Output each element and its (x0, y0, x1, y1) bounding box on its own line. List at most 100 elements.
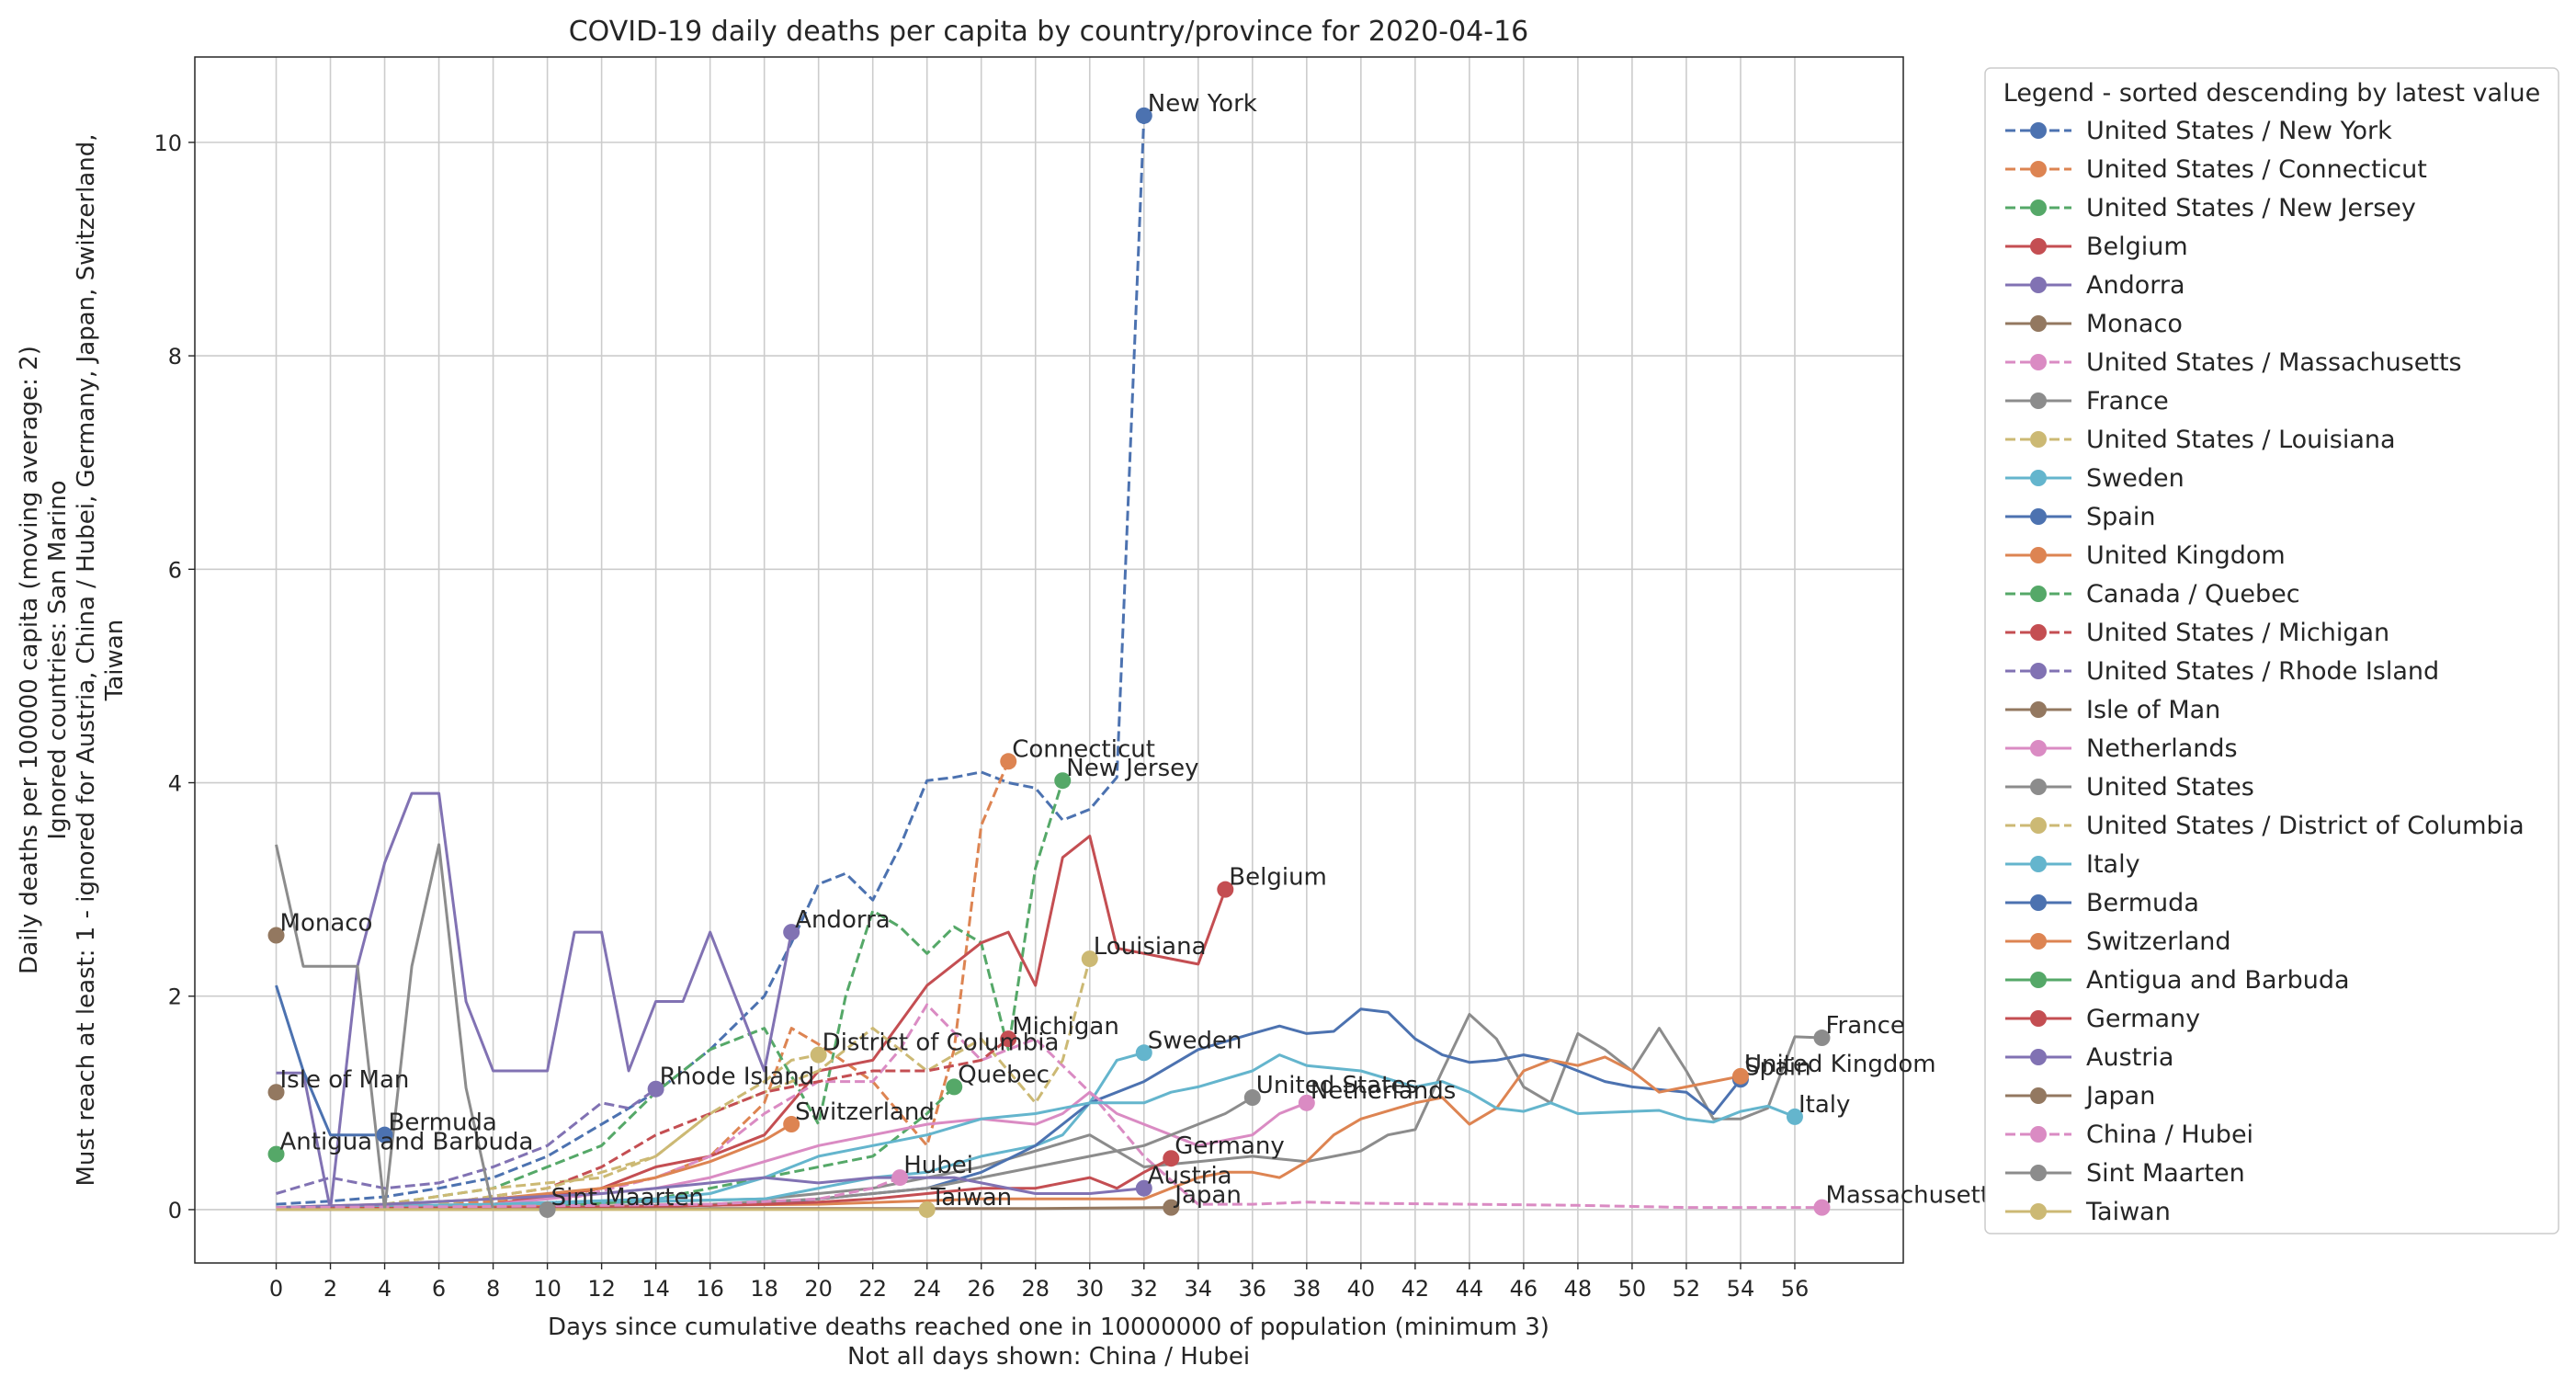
end-marker-isle-of-man (267, 1084, 285, 1101)
annotation-sint-maarten: Sint Maarten (551, 1184, 704, 1212)
x-tick-label: 32 (1130, 1276, 1159, 1302)
annotation-spain: Spain (1744, 1053, 1811, 1081)
legend-label: Netherlands (2086, 734, 2238, 763)
legend-title: Legend - sorted descending by latest val… (2003, 79, 2540, 108)
legend-marker-swatch (2030, 470, 2047, 486)
annotation-isle-of-man: Isle of Man (280, 1066, 410, 1094)
y-axis-label-line: Taiwan (101, 620, 129, 701)
x-tick-label: 36 (1239, 1276, 1267, 1302)
x-tick-label: 0 (269, 1276, 283, 1302)
legend-item-andorra: Andorra (2005, 271, 2185, 300)
x-tick-label: 16 (696, 1276, 724, 1302)
series-line-united-states-massachusetts (547, 1003, 1822, 1210)
legend-label: United Kingdom (2086, 541, 2286, 570)
legend: Legend - sorted descending by latest val… (1984, 67, 2559, 1234)
annotation-belgium: Belgium (1229, 864, 1327, 892)
legend-marker-swatch (2030, 1165, 2047, 1181)
end-marker-china-hubei (891, 1169, 909, 1187)
end-marker-united-states-district-of-columbia (810, 1046, 827, 1064)
end-marker-united-states-massachusetts (1813, 1199, 1831, 1216)
legend-marker-swatch (2030, 508, 2047, 525)
legend-marker-swatch (2030, 431, 2047, 448)
legend-item-spain: Spain (2005, 503, 2155, 531)
end-marker-andorra (783, 924, 800, 941)
annotation-united-states-louisiana: Louisiana (1094, 933, 1207, 961)
y-tick-label: 8 (168, 344, 182, 370)
legend-marker-swatch (2030, 1010, 2047, 1027)
x-tick-label: 6 (432, 1276, 446, 1302)
x-tick-label: 8 (486, 1276, 500, 1302)
y-axis-label-line: Daily deaths per 100000 capita (moving a… (16, 346, 43, 974)
x-tick-label: 54 (1727, 1276, 1755, 1302)
legend-item-italy: Italy (2005, 850, 2140, 879)
series-line-germany (276, 1156, 1172, 1211)
x-tick-label: 28 (1021, 1276, 1050, 1302)
annotation-japan: Japan (1173, 1182, 1242, 1210)
legend-marker-swatch (2030, 1049, 2047, 1065)
legend-marker-swatch (2030, 122, 2047, 139)
annotation-germany: Germany (1175, 1132, 1285, 1160)
y-tick-label: 0 (168, 1198, 182, 1223)
annotation-taiwan: Taiwan (930, 1184, 1012, 1212)
legend-label: Italy (2086, 850, 2140, 879)
legend-item-isle-of-man: Isle of Man (2005, 696, 2220, 724)
legend-label: United States / New York (2086, 117, 2392, 145)
legend-item-united-states-new-york: United States / New York (2005, 117, 2392, 145)
legend-marker-swatch (2030, 779, 2047, 795)
x-tick-label: 52 (1673, 1276, 1701, 1302)
legend-marker-swatch (2030, 161, 2047, 177)
x-axis-label: Days since cumulative deaths reached one… (548, 1314, 1549, 1341)
legend-marker-swatch (2030, 856, 2047, 872)
legend-label: Belgium (2086, 233, 2188, 261)
annotation-united-states: United States (1256, 1072, 1418, 1099)
annotation-antigua-and-barbuda: Antigua and Barbuda (280, 1129, 534, 1156)
legend-marker-swatch (2030, 624, 2047, 641)
end-marker-germany (1163, 1150, 1180, 1167)
legend-marker-swatch (2030, 393, 2047, 409)
annotation-switzerland: Switzerland (795, 1098, 935, 1126)
legend-item-china-hubei: China / Hubei (2005, 1121, 2253, 1149)
series-line-united-states-louisiana (384, 958, 1092, 1206)
series-lines (275, 115, 1822, 1212)
series-line-united-states-new-york (276, 115, 1146, 1206)
series-line-france (276, 1013, 1822, 1210)
legend-marker-swatch (2030, 238, 2047, 255)
legend-item-united-kingdom: United Kingdom (2005, 541, 2286, 570)
x-tick-label: 24 (913, 1276, 941, 1302)
end-marker-united-states-new-york (1135, 107, 1152, 124)
legend-item-france: France (2005, 387, 2169, 415)
end-marker-monaco (267, 927, 285, 944)
x-tick-label: 46 (1510, 1276, 1538, 1302)
legend-label: Switzerland (2086, 927, 2231, 956)
annotation-bermuda: Bermuda (389, 1109, 497, 1137)
x-tick-label: 20 (804, 1276, 833, 1302)
y-tick-label: 6 (168, 557, 182, 583)
series-line-belgium (276, 835, 1227, 1210)
end-marker-united-states-new-jersey (1054, 772, 1072, 790)
series-line-united-states-new-jersey (384, 779, 1064, 1206)
legend-label: Monaco (2086, 310, 2183, 338)
x-tick-label: 30 (1075, 1276, 1104, 1302)
legend-item-monaco: Monaco (2005, 310, 2183, 338)
series-line-united-kingdom (276, 1055, 1742, 1210)
legend-item-united-states-rhode-island: United States / Rhode Island (2005, 657, 2439, 686)
legend-item-austria: Austria (2005, 1043, 2173, 1072)
legend-item-united-states-louisiana: United States / Louisiana (2005, 426, 2396, 454)
plot-frame (194, 56, 1904, 1264)
legend-label: Germany (2086, 1005, 2200, 1033)
y-tick-label: 2 (168, 984, 182, 1010)
legend-marker-swatch (2030, 1203, 2047, 1220)
x-tick-label: 14 (641, 1276, 670, 1302)
legend-item-germany: Germany (2005, 1005, 2200, 1033)
legend-label: Japan (2084, 1082, 2155, 1110)
series-line-andorra (276, 791, 793, 1212)
legend-marker-swatch (2030, 315, 2047, 332)
end-marker-canada-quebec (946, 1078, 963, 1096)
annotation-united-states-rhode-island: Rhode Island (660, 1064, 815, 1091)
legend-item-sweden: Sweden (2005, 464, 2184, 493)
end-marker-united-states-rhode-island (647, 1080, 664, 1098)
legend-marker-swatch (2030, 663, 2047, 679)
legend-item-bermuda: Bermuda (2005, 889, 2199, 917)
legend-item-belgium: Belgium (2005, 233, 2188, 261)
